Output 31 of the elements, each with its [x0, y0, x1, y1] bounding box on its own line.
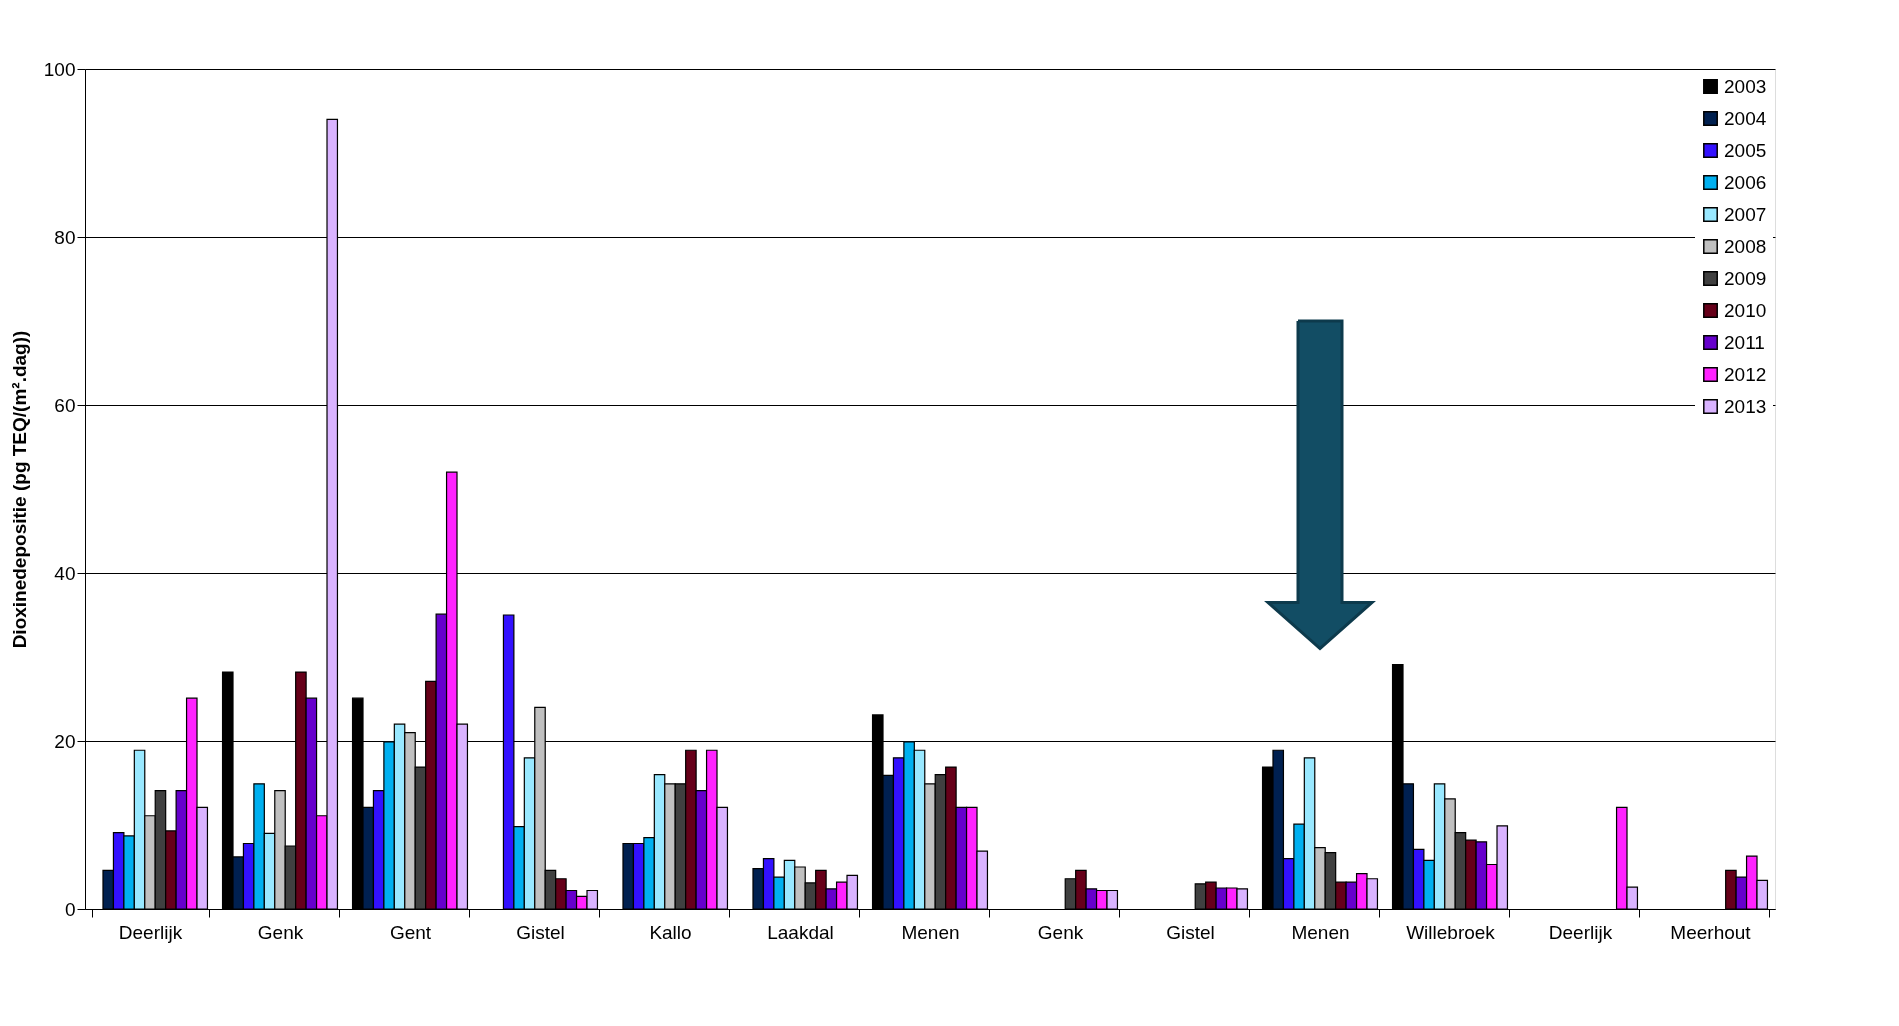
y-tick-label: 40: [54, 562, 76, 584]
x-tick-label: Gistel: [1166, 921, 1215, 943]
legend-label: 2003: [1724, 75, 1767, 97]
x-tick-label: Meerhout: [1670, 921, 1752, 943]
legend-label: 2005: [1724, 139, 1767, 161]
y-tick-label: 0: [64, 898, 76, 920]
y-tick-label: 20: [54, 730, 76, 752]
x-tick-label: Deerlijk: [118, 921, 183, 943]
legend-label: 2004: [1724, 107, 1767, 129]
x-tick-label: Kallo: [649, 921, 692, 943]
legend-label: 2013: [1724, 395, 1767, 417]
legend-label: 2007: [1724, 203, 1767, 225]
x-tick-label: Deerlijk: [1548, 921, 1613, 943]
x-tick-label: Genk: [257, 921, 304, 943]
y-tick-label: 60: [54, 394, 76, 416]
x-tick-label: Laakdal: [767, 921, 834, 943]
x-tick-label: Willebroek: [1406, 921, 1496, 943]
y-tick-label: 80: [54, 226, 76, 248]
y-tick-label: 100: [43, 58, 76, 80]
legend-label: 2009: [1724, 267, 1767, 289]
x-tick-label: Gent: [389, 921, 432, 943]
y-axis-title: Dioxinedepositie (pg TEQ/(m².dag)): [8, 330, 30, 649]
legend-label: 2006: [1724, 171, 1767, 193]
legend-label: 2011: [1724, 331, 1765, 353]
x-tick-label: Gistel: [516, 921, 565, 943]
legend-label: 2008: [1724, 235, 1767, 257]
x-tick-label: Genk: [1037, 921, 1084, 943]
x-tick-label: Menen: [1291, 921, 1350, 943]
legend-label: 2010: [1724, 299, 1767, 321]
legend-label: 2012: [1724, 363, 1767, 385]
x-tick-label: Menen: [901, 921, 960, 943]
